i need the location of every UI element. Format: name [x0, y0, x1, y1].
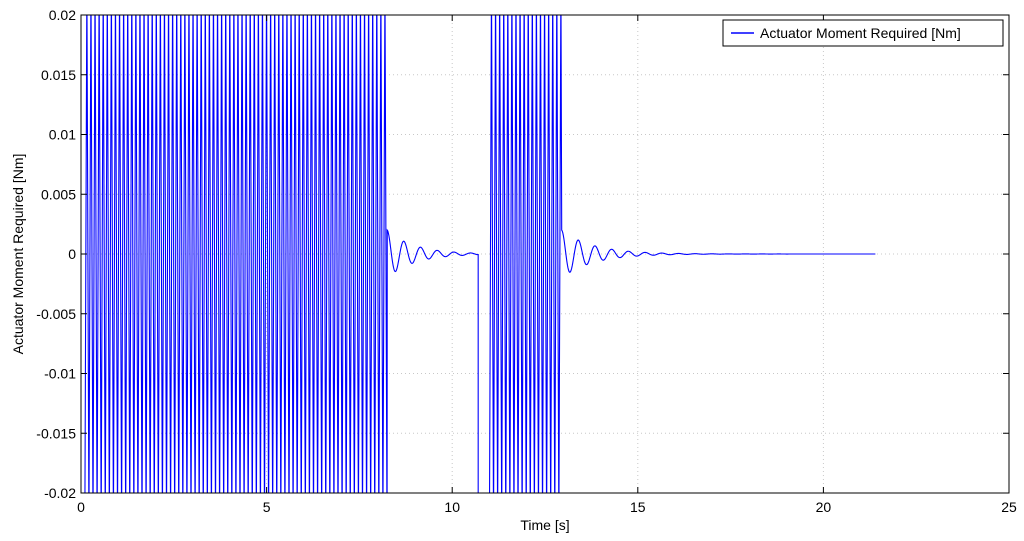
x-tick-label: 5 [263, 499, 271, 515]
y-tick-label: 0.005 [41, 186, 76, 202]
x-tick-label: 25 [1001, 499, 1017, 515]
y-tick-label: 0 [68, 246, 76, 262]
x-tick-label: 15 [630, 499, 646, 515]
y-tick-label: -0.01 [44, 366, 76, 382]
legend-label: Actuator Moment Required [Nm] [760, 25, 961, 41]
legend-box [722, 19, 1004, 47]
x-tick-label: 20 [816, 499, 832, 515]
y-tick-label: 0.02 [49, 7, 76, 23]
tick-labels: 0 5 10 15 20 25 0.02 0.015 0.01 0.005 0 -0.005 -0.01… [36, 7, 1017, 515]
y-tick-label: -0.02 [44, 485, 76, 501]
x-tick-label: 0 [77, 499, 85, 515]
series-line [84, 15, 876, 493]
legend: Actuator Moment Required [Nm] [722, 19, 1004, 47]
x-tick-label: 10 [444, 499, 460, 515]
axis-ticks [80, 14, 1010, 494]
y-tick-label: -0.005 [36, 306, 76, 322]
y-tick-label: -0.015 [36, 425, 76, 441]
x-axis-label: Time [s] [520, 517, 569, 533]
y-tick-label: 0.015 [41, 67, 76, 83]
y-tick-label: 0.01 [49, 127, 76, 143]
series-group [84, 15, 876, 493]
y-axis-label: Actuator Moment Required [Nm] [10, 154, 26, 355]
